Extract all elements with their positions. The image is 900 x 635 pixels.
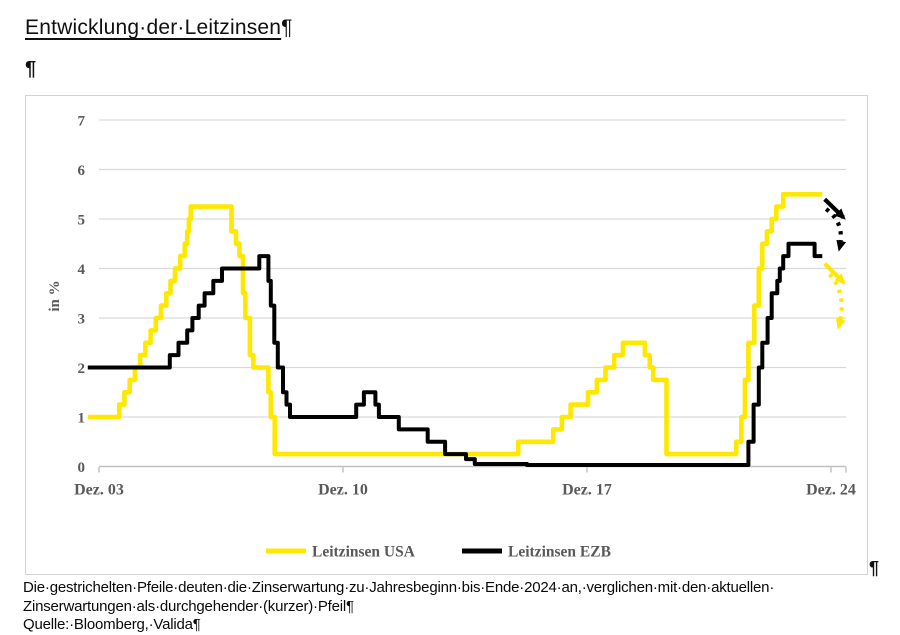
- legend-label-ezb: Leitzinsen EZB: [508, 544, 611, 561]
- caption-paragraph[interactable]: Die·gestrichelten·Pfeile·deuten·die·Zins…: [23, 579, 889, 635]
- title-pilcrow-mark: ¶: [281, 16, 293, 39]
- y-axis-title-label: in %: [47, 280, 63, 311]
- y-tick-label: 5: [78, 213, 86, 229]
- x-axis: Dez. 03 Dez. 10 Dez. 17 Dez. 24: [74, 467, 856, 499]
- y-tick-label: 1: [78, 411, 86, 427]
- x-tick-label: Dez. 03: [74, 482, 124, 499]
- caption-source: Quelle:·Bloomberg,·Valida¶: [23, 616, 201, 633]
- y-tick-label: 4: [78, 262, 86, 278]
- y-tick-label: 6: [78, 163, 86, 179]
- y-axis-labels: 0 1 2 3 4 5 6 7: [78, 114, 86, 477]
- ezb-rate-line: [87, 241, 823, 467]
- expectation-arrows: [823, 197, 847, 330]
- y-tick-label: 3: [78, 312, 86, 328]
- title-text: Entwicklung·der·Leitzinsen: [25, 16, 282, 39]
- usa-current-expectation-arrow: [823, 197, 846, 220]
- x-tick-label: Dez. 10: [318, 482, 368, 499]
- y-tick-label: 0: [78, 460, 86, 476]
- series-lines: [87, 192, 823, 467]
- ezb-current-expectation-arrow: [823, 262, 846, 285]
- x-tick-label: Dez. 17: [562, 482, 612, 499]
- ezb-yearstart-expectation-arrow: [827, 272, 846, 330]
- legend-label-usa: Leitzinsen USA: [312, 544, 416, 561]
- empty-paragraph-mark: ¶: [25, 58, 37, 80]
- document-title[interactable]: Entwicklung·der·Leitzinsen¶: [25, 16, 293, 40]
- chart-legend: Leitzinsen USA Leitzinsen EZB: [266, 544, 611, 561]
- caption-line-2: Zinserwartungen·als·durchgehender·(kurze…: [23, 597, 354, 615]
- chart-paragraph-mark: ¶: [869, 558, 880, 578]
- y-axis-title: in %: [47, 280, 63, 311]
- y-tick-label: 7: [78, 114, 86, 130]
- y-tick-label: 2: [78, 361, 86, 377]
- gridlines: [99, 119, 846, 468]
- caption-line-1: Die·gestrichelten·Pfeile·deuten·die·Zins…: [23, 579, 775, 596]
- x-tick-label: Dez. 24: [806, 482, 856, 499]
- usa-rate-line: [87, 192, 823, 457]
